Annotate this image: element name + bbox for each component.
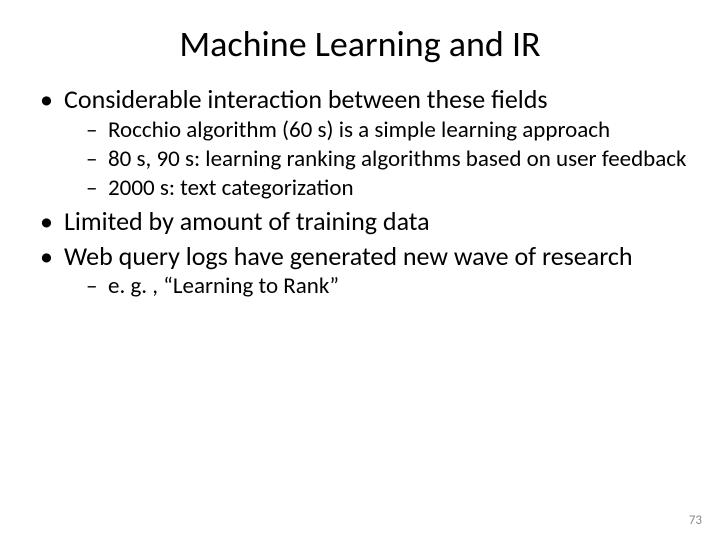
bullet-text: Rocchio algorithm (60 s) is a simple lea… xyxy=(108,116,610,144)
list-item: Considerable interaction between these f… xyxy=(38,84,690,202)
slide-content: Considerable interaction between these f… xyxy=(0,84,720,301)
bullet-list-level2: e. g. , “Learning to Rank” xyxy=(64,273,690,300)
bullet-text: e. g. , “Learning to Rank” xyxy=(108,272,339,300)
slide: Machine Learning and IR Considerable int… xyxy=(0,0,720,540)
bullet-list-level2: Rocchio algorithm (60 s) is a simple lea… xyxy=(64,117,690,202)
slide-title: Machine Learning and IR xyxy=(0,0,720,84)
list-item: Rocchio algorithm (60 s) is a simple lea… xyxy=(86,117,690,144)
list-item: 80 s, 90 s: learning ranking algorithms … xyxy=(86,146,690,173)
list-item: e. g. , “Learning to Rank” xyxy=(86,273,690,300)
list-item: Web query logs have generated new wave o… xyxy=(38,241,690,301)
bullet-text: Considerable interaction between these f… xyxy=(64,83,548,115)
list-item: Limited by amount of training data xyxy=(38,206,690,237)
bullet-text: Limited by amount of training data xyxy=(64,205,430,237)
bullet-list-level1: Considerable interaction between these f… xyxy=(38,84,690,301)
bullet-text: 80 s, 90 s: learning ranking algorithms … xyxy=(108,145,686,173)
bullet-text: 2000 s: text categorization xyxy=(108,174,354,202)
list-item: 2000 s: text categorization xyxy=(86,175,690,202)
bullet-text: Web query logs have generated new wave o… xyxy=(64,240,633,272)
page-number: 73 xyxy=(689,513,702,528)
